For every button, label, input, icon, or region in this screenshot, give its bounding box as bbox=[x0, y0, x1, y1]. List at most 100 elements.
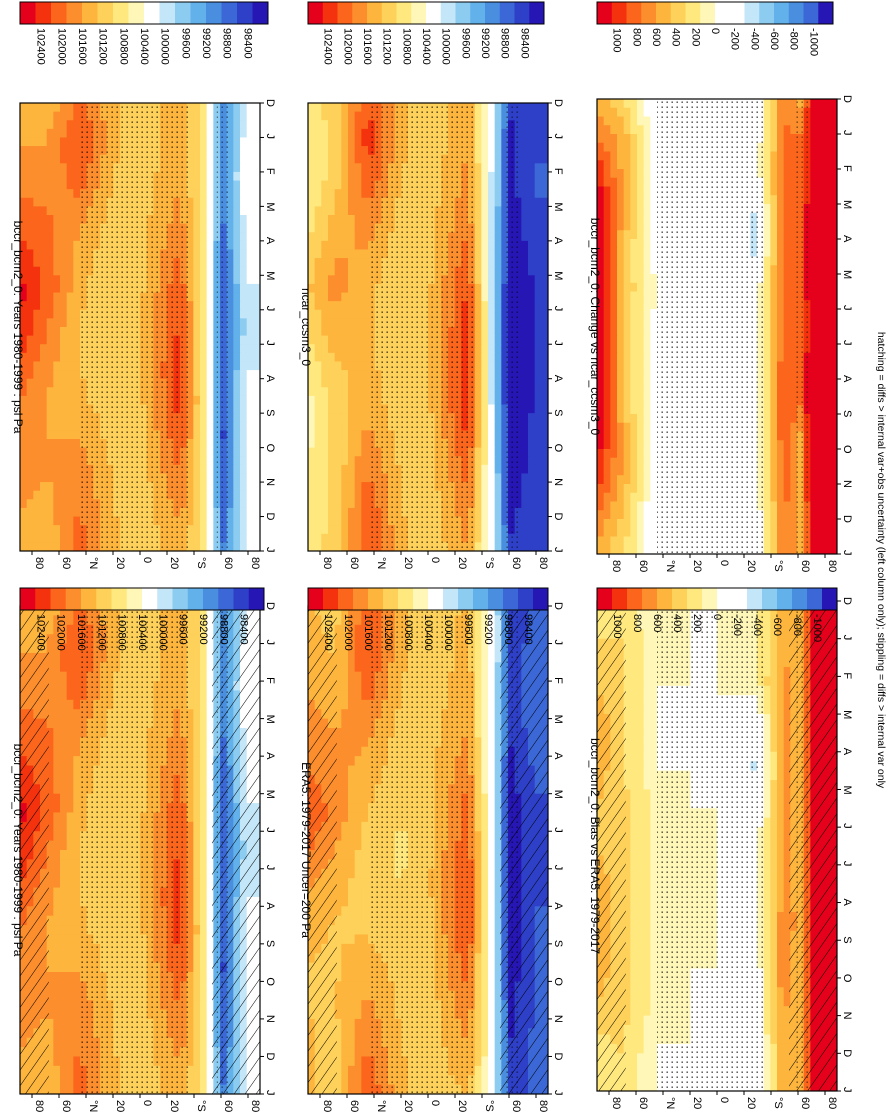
stippling-south bbox=[794, 99, 808, 554]
colorbar-label: 100000 bbox=[442, 614, 454, 651]
colorbar-swatch bbox=[234, 588, 250, 610]
colorbar-swatch bbox=[188, 588, 204, 610]
colorbar-label: -400 bbox=[751, 614, 763, 636]
lat-tick-label: 60 bbox=[510, 1100, 522, 1112]
lat-tick-label: °N bbox=[87, 1100, 99, 1112]
month-tick-label: D bbox=[264, 602, 276, 610]
lat-tick-label: 0 bbox=[718, 560, 730, 566]
month-tick-label: J bbox=[264, 827, 276, 833]
colorbar-label: 100400 bbox=[136, 614, 148, 651]
colorbar-swatch bbox=[807, 588, 822, 610]
month-tick-label: A bbox=[552, 752, 564, 760]
colorbar-label: 99200 bbox=[482, 614, 494, 645]
colorbar-swatch bbox=[612, 588, 627, 610]
month-tick-label: D bbox=[841, 597, 853, 605]
month-tick-label: J bbox=[552, 640, 564, 646]
colorbar-label: 101600 bbox=[76, 28, 88, 65]
colorbar-label: -800 bbox=[791, 614, 803, 636]
field-ref bbox=[308, 103, 549, 552]
colorbar-label: 600 bbox=[651, 614, 663, 632]
month-tick-label: A bbox=[841, 748, 853, 756]
colorbar-swatch bbox=[411, 2, 426, 24]
month-tick-label: O bbox=[841, 974, 853, 983]
lat-tick-label: 20 bbox=[168, 557, 180, 569]
colorbar-label: 99200 bbox=[200, 28, 212, 59]
colorbar-label: 100400 bbox=[138, 28, 150, 65]
colorbar-swatch bbox=[627, 588, 642, 610]
field-model2 bbox=[20, 103, 261, 552]
month-tick-label: J bbox=[841, 1087, 853, 1093]
colorbar-swatch bbox=[308, 588, 323, 610]
colorbar-swatch bbox=[792, 588, 807, 610]
month-tick-label: J bbox=[841, 305, 853, 311]
colorbar-label: 1000 bbox=[611, 28, 623, 52]
colorbar-swatch bbox=[98, 2, 114, 24]
colorbar-swatch bbox=[81, 588, 97, 610]
colorbar-label: 98400 bbox=[241, 28, 253, 59]
colorbar-swatch bbox=[157, 588, 173, 610]
colorbar-swatch bbox=[762, 588, 777, 610]
colorbar-swatch bbox=[175, 2, 191, 24]
month-tick-label: N bbox=[841, 1012, 853, 1020]
colorbar-label: 100000 bbox=[440, 28, 452, 65]
month-tick-label: O bbox=[552, 444, 564, 453]
colorbar-label: -200 bbox=[729, 28, 741, 50]
month-tick-label: O bbox=[264, 977, 276, 986]
lat-tick-label: 60 bbox=[799, 560, 811, 572]
hatching-south bbox=[212, 606, 260, 1094]
month-tick-label: A bbox=[264, 237, 276, 245]
colorbar-swatch bbox=[488, 588, 503, 610]
colorbar-label: 102000 bbox=[341, 28, 353, 65]
month-tick-label: J bbox=[841, 550, 853, 556]
month-tick-label: J bbox=[264, 133, 276, 139]
month-tick-label: D bbox=[264, 99, 276, 107]
panel-title: bccr_bcm2_0: Years 1980-1999 : psl Pa bbox=[11, 744, 25, 957]
lat-tick-label: 60 bbox=[222, 1100, 234, 1112]
stippling-south bbox=[217, 103, 231, 551]
colorbar-swatch bbox=[218, 588, 234, 610]
colorbar-swatch bbox=[203, 588, 219, 610]
colorbar-label: 102400 bbox=[322, 614, 334, 651]
colorbar-label: 102400 bbox=[34, 614, 46, 651]
colorbar-swatch bbox=[518, 588, 533, 610]
lat-tick-label: 80 bbox=[33, 1100, 45, 1112]
colorbar-swatch bbox=[253, 2, 269, 24]
month-tick-label: M bbox=[264, 271, 276, 280]
colorbar-label: 200 bbox=[691, 614, 703, 632]
colorbar-swatch bbox=[323, 588, 338, 610]
month-tick-label: J bbox=[841, 861, 853, 867]
lat-tick-label: °N bbox=[375, 1100, 387, 1112]
panel-title: bccr_bcm2_0: Bias vs ERA5: 1979-2017 bbox=[588, 738, 602, 954]
month-tick-label: S bbox=[552, 940, 564, 947]
month-tick-label: F bbox=[264, 677, 276, 684]
lat-tick-label: 0 bbox=[429, 1100, 441, 1106]
colorbar-label: 600 bbox=[650, 28, 662, 46]
colorbar-label: 400 bbox=[671, 614, 683, 632]
field-model bbox=[20, 606, 261, 1095]
colorbar-swatch bbox=[368, 588, 383, 610]
colorbar-swatch bbox=[672, 588, 687, 610]
month-tick-label: S bbox=[264, 940, 276, 947]
month-tick-label: M bbox=[841, 710, 853, 719]
colorbar-label: 99600 bbox=[462, 614, 474, 645]
colorbar-label: 101600 bbox=[75, 614, 87, 651]
colorbar-label: 102000 bbox=[342, 614, 354, 651]
month-tick-label: N bbox=[841, 480, 853, 488]
colorbar-swatch bbox=[237, 2, 253, 24]
colorbar-swatch bbox=[612, 2, 627, 24]
month-tick-label: A bbox=[264, 902, 276, 910]
month-tick-label: A bbox=[552, 902, 564, 910]
colorbar-label: 98800 bbox=[217, 614, 229, 645]
colorbar-label: 101200 bbox=[95, 614, 107, 651]
lat-tick-label: 80 bbox=[321, 557, 333, 569]
lat-tick-label: 80 bbox=[249, 1100, 261, 1112]
colorbar-label: 800 bbox=[630, 28, 642, 46]
month-tick-label: M bbox=[841, 270, 853, 279]
lat-tick-label: 20 bbox=[456, 557, 468, 569]
month-tick-label: J bbox=[841, 823, 853, 829]
lat-tick-label: °S bbox=[772, 560, 784, 572]
